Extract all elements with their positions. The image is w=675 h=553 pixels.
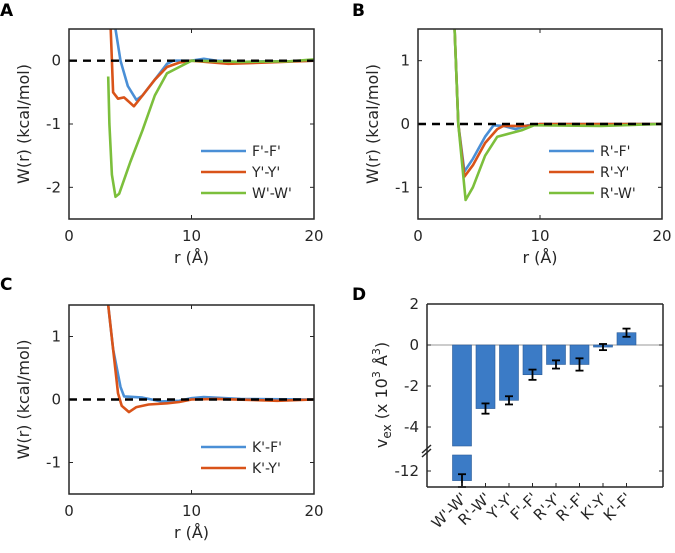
panel-A: A 0 10 20 -2 -1 0 r (Å) W(r) (kcal/mol) F'-F' Y'-Y… [0,1,324,267]
legend-label: K'-Y' [252,461,281,477]
bar-group-K'-Y' [593,343,613,352]
legend-entry: W'-W' [201,186,292,202]
legend-entry: Y'-Y' [201,165,280,181]
legend-entry: K'-Y' [201,461,281,477]
x-axis-label: r (Å) [174,523,209,542]
series-line-Y'-Y' [109,29,314,108]
axes-box [68,28,315,220]
y-tick-label: -1 [46,115,61,133]
legend-label: R'-Y' [600,165,629,181]
panel-B: B 0 10 20 -1 0 1 r (Å) W(r) (kcal/mol) R'-F' R'-Y'… [352,1,672,267]
axes-box [68,304,315,495]
bar-group-Y'-Y' [499,344,519,406]
series-line-F'-F' [114,29,314,102]
legend-entry: R'-F' [549,144,631,160]
x-axis-label: r (Å) [522,248,557,267]
bar-group-R'-W' [475,344,496,415]
legend-label: R'-W' [600,186,636,202]
bar-group-F'-F' [522,344,543,381]
panel-label: C [0,275,12,295]
bar [475,344,496,409]
x-tick-label: 10 [530,227,549,245]
panel-D: DW'-W'R'-W'Y'-Y'F'-F'R'-Y'R'-F'K'-Y'K'-F… [352,285,664,532]
y-tick-label: 0 [400,115,410,133]
y-tick-label: -1 [395,178,410,196]
legend-entry: F'-F' [201,144,281,160]
y-axis-label: W(r) (kcal/mol) [363,64,382,184]
y-tick-label: -2 [404,377,419,395]
y-label-unit: Å [372,355,391,371]
legend-label: F'-F' [252,144,281,160]
y-tick-label: -4 [404,418,419,436]
axis-break-mark [421,448,432,458]
axes-box [417,28,663,220]
legend-entry: R'-Y' [549,165,629,181]
bar-group-W'-W' [452,344,472,488]
x-tick-label: 20 [304,502,323,520]
panel-label: B [352,1,365,21]
y-tick-label: 0 [51,52,61,70]
x-tick-label: 0 [64,227,74,245]
y-label-symbol: v [372,439,391,448]
y-label-subscript: ex [380,424,394,438]
x-tick-label: 10 [182,502,201,520]
bar-group-R'-Y' [546,344,566,370]
series-line-K'-Y' [106,305,314,414]
x-axis-label: r (Å) [174,248,209,267]
x-tick-label: K'-F' [600,489,635,524]
series-line-K'-F' [106,305,314,403]
y-tick-label: 0 [51,391,61,409]
y-label-superscript: 3 [370,371,383,378]
legend-label: W'-W' [252,186,292,202]
legend-label: R'-F' [600,144,631,160]
x-tick-label: 0 [413,227,423,245]
y-tick-label: 1 [400,52,410,70]
bar [499,344,519,401]
y-tick-label: -12 [395,462,420,480]
y-label-text: (x 10 [372,378,391,424]
series-line-W'-W' [106,58,314,199]
bar-upper-segment [452,344,472,447]
y-label-text: ) [372,342,391,348]
x-tick-label: 20 [304,227,323,245]
panel-label: D [352,285,366,305]
y-axis-label: vex (x 103 Å3) [370,342,394,448]
legend-entry: K'-F' [201,440,282,456]
legend-label: K'-F' [252,440,282,456]
axis-break-mark [421,444,432,454]
y-tick-label: 0 [409,336,419,354]
panel-C: C 0 10 20 -1 0 1 r (Å) W(r) (kcal/mol) K'-F' K'-Y' [0,275,324,542]
y-axis-label: W(r) (kcal/mol) [14,340,33,460]
y-tick-label: 2 [409,295,419,313]
x-tick-label: 10 [182,227,201,245]
panel-label: A [0,1,14,21]
legend-entry: R'-W' [549,186,636,202]
y-tick-label: 1 [51,328,61,346]
y-tick-label: -1 [46,454,61,472]
bar-group-K'-F' [616,327,637,346]
series-line-R'-W' [453,29,662,202]
y-axis-label: W(r) (kcal/mol) [14,64,33,184]
x-tick-label: 0 [64,502,74,520]
y-label-superscript: 3 [370,348,383,355]
y-tick-label: -2 [46,178,61,196]
legend-label: Y'-Y' [251,165,280,181]
x-tick-label: 20 [652,227,671,245]
bar-group-R'-F' [569,344,590,372]
